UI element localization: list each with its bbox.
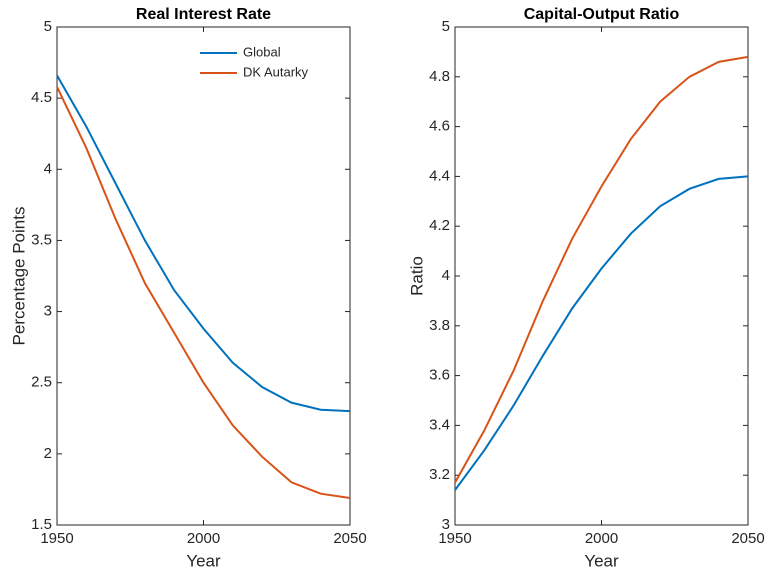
chart-title: Real Interest Rate <box>136 6 271 23</box>
line-series <box>56 74 351 413</box>
line-series <box>454 175 749 491</box>
x-axis-label: Year <box>186 551 221 570</box>
x-tick-label: 1950 <box>40 530 73 547</box>
x-axis-label: Year <box>584 551 619 570</box>
line-series <box>56 86 351 499</box>
y-tick-label: 2.5 <box>31 374 52 391</box>
y-tick-label: 3 <box>442 516 450 533</box>
axes-box <box>56 26 351 526</box>
x-tick-label: 2000 <box>585 530 618 547</box>
y-tick-label: 4 <box>44 160 52 177</box>
y-tick-label: 3 <box>44 303 52 320</box>
y-tick-label: 3.4 <box>429 416 450 433</box>
y-tick-label: 1.5 <box>31 516 52 533</box>
y-axis-label: Percentage Points <box>9 207 28 346</box>
axes-box <box>454 26 749 526</box>
y-tick-label: 4.4 <box>429 167 450 184</box>
x-tick-label: 2050 <box>731 530 764 547</box>
y-tick-label: 3.2 <box>429 466 450 483</box>
x-tick-label: 1950 <box>438 530 471 547</box>
line-series <box>454 55 749 484</box>
y-tick-label: 2 <box>44 445 52 462</box>
y-axis-label: Ratio <box>407 256 426 296</box>
y-tick-label: 5 <box>442 18 450 35</box>
y-tick-label: 4.2 <box>429 217 450 234</box>
y-tick-label: 4.6 <box>429 118 450 135</box>
y-tick-label: 3.6 <box>429 367 450 384</box>
y-tick-label: 4 <box>442 267 450 284</box>
x-tick-label: 2050 <box>333 530 366 547</box>
legend-label: DK Autarky <box>243 64 309 79</box>
chart-title: Capital-Output Ratio <box>524 6 680 23</box>
x-tick-label: 2000 <box>187 530 220 547</box>
y-tick-label: 5 <box>44 18 52 35</box>
y-tick-label: 3.5 <box>31 231 52 248</box>
y-tick-label: 4.8 <box>429 68 450 85</box>
y-tick-label: 3.8 <box>429 317 450 334</box>
legend-label: Global <box>243 44 281 59</box>
y-tick-label: 4.5 <box>31 89 52 106</box>
